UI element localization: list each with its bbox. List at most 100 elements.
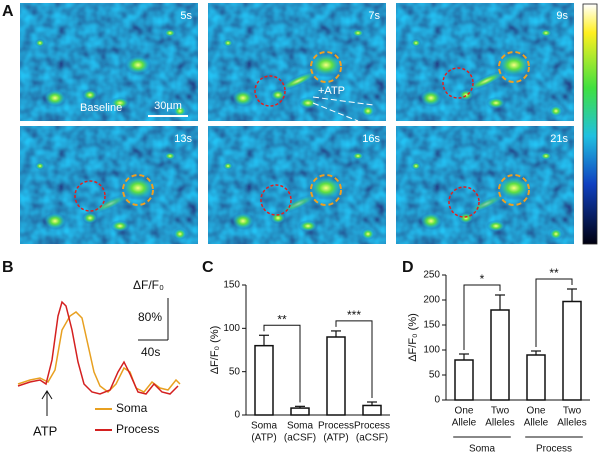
process-blob [277,70,319,92]
process-roi [74,180,106,212]
significance-bracket [335,320,373,398]
x-tick-label: Alleles [485,418,514,429]
cell-blob [486,97,506,109]
scale-y: 80% [138,310,162,324]
cell-blob [458,89,474,101]
cell-blob [231,89,255,107]
cell-blob [164,29,176,37]
y-tick-label: 0 [234,410,240,421]
process-blob [89,193,131,215]
cell-blob [35,39,45,47]
cell-blob [43,89,67,107]
x-tick-label: Alleles [557,418,586,429]
time-label: 13s [174,133,192,145]
pipette [312,102,359,122]
x-tick-label: Two [563,406,582,417]
cell-blob [361,228,375,240]
bar [454,359,474,401]
cell-blob [411,162,421,170]
image-frame: 7s +ATP [208,3,386,122]
image-frame: 13s [20,126,198,244]
cell-blob [298,97,318,109]
trace-plot [17,300,181,395]
y-axis-label: ΔF/F₀ (%) [407,313,419,362]
x-tick-label: Process [354,421,390,432]
cell-blob [411,39,421,47]
process-roi [260,184,292,216]
charts: CΔF/F₀ (%)050100150Soma(ATP)Soma(aCSF)Pr… [202,259,590,455]
x-tick-label: Two [491,406,510,417]
process-roi [254,75,286,107]
y-tick-label: 150 [223,280,240,291]
bar [326,336,346,416]
colorbar [582,3,598,245]
time-label: 9s [556,10,568,22]
cell-blob [124,55,152,75]
cell-blob [549,228,563,240]
cell-blob [82,212,98,224]
bar [526,354,546,401]
panel-label: B [2,259,14,276]
image-frame: 5s Baseline 30µm [20,3,198,121]
cell-blob [352,29,364,37]
cell-blob [164,152,176,160]
x-tick-label: Soma [251,421,278,432]
significance-label: ** [549,266,559,280]
cell-blob [82,89,98,101]
cell-blob [173,105,187,117]
process-blob [277,193,319,215]
y-tick-label: 250 [423,270,440,281]
y-tick-label: 100 [223,323,240,334]
process-roi [448,186,480,218]
legend: Soma Process [95,401,159,436]
pipette [312,96,374,106]
time-label: 16s [362,133,380,145]
cell-blob [419,212,443,230]
y-tick-label: 150 [423,320,440,331]
stimulus-label: ATP [33,423,57,438]
panel-label: A [2,3,14,20]
scale-x: 40s [141,345,160,359]
legend-label: Process [116,422,159,436]
image-grid: 5s Baseline 30µm 7s +ATP 9s 13s 16s 21s [20,3,574,244]
cell-blob [110,220,130,232]
cell-blob [223,162,233,170]
x-tick-label: (aCSF) [284,433,316,444]
cell-blob [486,220,506,232]
significance-bracket [263,324,301,403]
x-tick-label: (ATP) [251,433,276,444]
cell-blob [110,97,130,109]
scale-ylabel: ΔF/F₀ [133,278,164,292]
x-tick-label: (ATP) [323,433,348,444]
x-tick-label: Soma [287,421,314,432]
cell-blob [35,162,45,170]
bar [362,404,382,416]
x-tick-label: One [455,406,474,417]
bar [254,344,274,416]
cell-blob [270,89,286,101]
x-tick-label: Allele [524,418,549,429]
x-tick-label: One [527,406,546,417]
soma-roi [498,174,530,206]
cell-blob [540,29,552,37]
process-blob [465,70,507,92]
panel-label: C [202,259,214,276]
y-tick-label: 50 [229,366,241,377]
panel-label: D [402,259,414,276]
time-label: 21s [550,133,568,145]
group-label: Soma [469,444,496,455]
y-axis-label: ΔF/F₀ (%) [209,326,221,375]
image-frame: 21s [396,126,574,244]
x-tick-label: Process [318,421,354,432]
soma-roi [498,51,530,83]
time-label: 7s [368,10,380,22]
y-tick-label: 200 [423,295,440,306]
y-tick-label: 50 [429,370,441,381]
significance-label: *** [347,308,361,322]
group-label: Process [536,444,572,455]
significance-bracket [535,278,573,347]
x-tick-label: Allele [452,418,477,429]
cell-blob [419,89,443,107]
soma-roi [310,174,342,206]
